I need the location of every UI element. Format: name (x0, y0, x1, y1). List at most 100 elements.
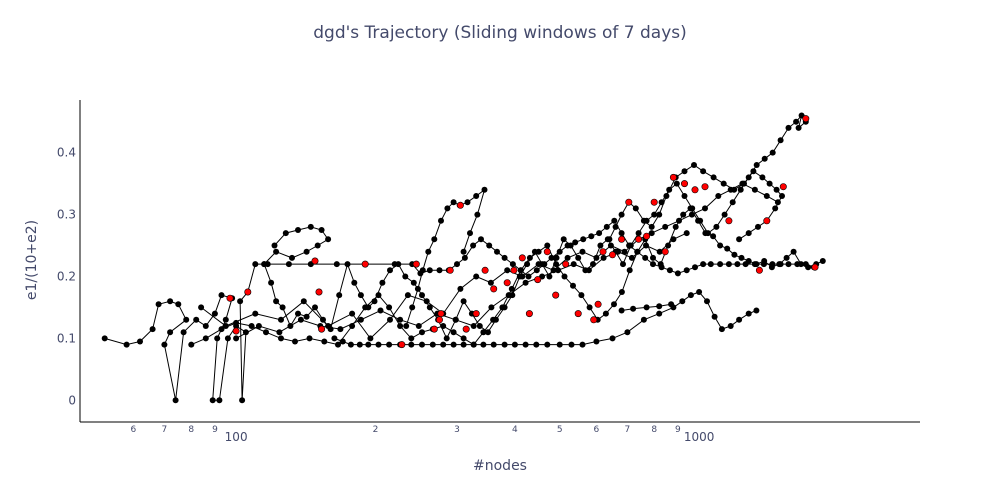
data-point (602, 310, 609, 317)
data-point (721, 211, 728, 218)
data-point (736, 236, 743, 243)
data-point (211, 310, 218, 317)
highlighted-data-point (481, 266, 489, 274)
data-point (314, 242, 321, 249)
data-point (648, 230, 655, 237)
data-point (414, 285, 421, 292)
data-point (526, 254, 533, 261)
data-point (239, 397, 246, 404)
highlighted-data-point (437, 310, 445, 318)
data-point (505, 292, 512, 299)
data-point (702, 205, 708, 212)
data-point (276, 329, 283, 336)
highlighted-data-point (643, 232, 651, 240)
data-point (555, 267, 562, 274)
data-point (687, 205, 694, 212)
data-point (517, 267, 524, 274)
data-point (603, 223, 610, 230)
data-point (377, 307, 384, 314)
data-point (478, 236, 484, 243)
data-point (303, 248, 310, 255)
data-point (233, 319, 240, 326)
data-point (632, 205, 639, 212)
data-point (161, 341, 168, 348)
data-point (790, 248, 797, 255)
data-point (763, 193, 770, 199)
data-point (626, 267, 633, 274)
data-point (423, 298, 430, 305)
data-point (707, 261, 714, 268)
data-point (282, 230, 289, 237)
data-point (783, 254, 790, 261)
data-point (303, 313, 310, 320)
x-minor-tick-label: 7 (162, 425, 168, 435)
highlighted-data-point (232, 327, 240, 335)
data-point (214, 335, 221, 342)
highlighted-data-point (669, 173, 677, 181)
data-point (325, 236, 332, 243)
data-point (772, 205, 779, 212)
data-point (494, 248, 500, 255)
data-point (522, 279, 529, 286)
data-point (793, 118, 800, 125)
data-point (666, 267, 673, 274)
highlighted-data-point (412, 260, 420, 268)
y-tick-label: 0.3 (57, 208, 76, 222)
data-point (429, 341, 436, 348)
data-point (337, 326, 344, 333)
highlighted-data-point (779, 183, 787, 191)
highlighted-data-point (680, 180, 688, 188)
data-point (588, 233, 595, 240)
data-point (640, 316, 647, 323)
data-point (464, 199, 471, 206)
x-minor-tick-label: 8 (188, 425, 194, 435)
highlight-points (226, 115, 819, 349)
data-point (233, 335, 240, 342)
data-point (751, 186, 758, 193)
data-point (218, 292, 225, 299)
data-point (615, 248, 621, 255)
data-point (553, 254, 560, 261)
data-point (672, 223, 679, 230)
highlighted-data-point (590, 316, 598, 324)
series-points (101, 112, 826, 404)
data-point (745, 230, 752, 237)
highlighted-data-point (661, 248, 669, 256)
data-point (683, 230, 690, 237)
x-minor-tick-label: 9 (675, 425, 681, 435)
data-point (336, 292, 343, 299)
data-point (426, 267, 433, 274)
data-point (679, 298, 686, 305)
data-point (460, 335, 467, 342)
data-point (753, 162, 760, 168)
data-point (403, 323, 410, 329)
x-minor-tick-label: 6 (131, 425, 137, 435)
data-point (450, 341, 457, 348)
data-point (386, 341, 393, 348)
data-point (488, 304, 495, 311)
data-point (769, 149, 776, 156)
data-point (794, 261, 801, 268)
data-point (670, 236, 677, 243)
data-point (561, 273, 568, 280)
data-point (460, 341, 467, 348)
highlighted-data-point (503, 279, 511, 287)
data-point (535, 248, 542, 255)
data-point (490, 316, 497, 323)
data-point (349, 323, 356, 329)
x-minor-tick-label: 9 (212, 425, 218, 435)
data-point (600, 254, 607, 261)
data-point (535, 261, 542, 268)
data-point (242, 329, 249, 336)
data-point (367, 335, 374, 342)
highlighted-data-point (811, 263, 819, 271)
highlighted-data-point (618, 235, 626, 243)
data-point (606, 236, 613, 243)
data-point (306, 335, 313, 342)
data-point (339, 338, 346, 345)
data-point (273, 248, 280, 255)
data-point (325, 323, 332, 329)
data-point (711, 313, 718, 320)
x-minor-tick-label: 4 (512, 425, 518, 435)
data-point (724, 245, 731, 252)
